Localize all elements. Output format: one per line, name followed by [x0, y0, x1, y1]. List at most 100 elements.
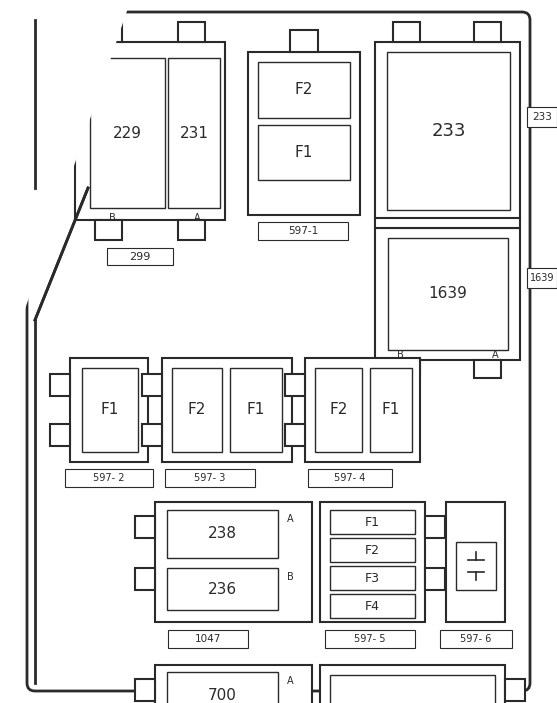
- Bar: [168, 58, 220, 208]
- Text: 597- 5: 597- 5: [354, 634, 386, 644]
- Text: A: A: [287, 514, 294, 524]
- Bar: [425, 516, 445, 538]
- Bar: [393, 22, 420, 42]
- Bar: [305, 358, 420, 462]
- Text: A: A: [287, 676, 294, 686]
- Text: 597-1: 597-1: [288, 226, 318, 236]
- Bar: [393, 360, 420, 378]
- FancyBboxPatch shape: [27, 12, 530, 691]
- Text: 597- 3: 597- 3: [194, 473, 226, 483]
- Bar: [330, 510, 415, 534]
- Bar: [70, 358, 148, 462]
- Text: 1047: 1047: [195, 634, 221, 644]
- Bar: [135, 568, 155, 590]
- Text: F3: F3: [365, 572, 380, 584]
- Bar: [290, 30, 318, 52]
- Text: 233: 233: [532, 112, 552, 122]
- Text: A: A: [194, 213, 201, 223]
- Bar: [50, 424, 70, 446]
- Bar: [95, 220, 122, 240]
- Bar: [425, 568, 445, 590]
- Bar: [285, 374, 305, 396]
- Bar: [315, 368, 362, 452]
- Text: 233: 233: [431, 122, 466, 140]
- Bar: [90, 58, 165, 208]
- Bar: [248, 52, 360, 215]
- Bar: [142, 374, 162, 396]
- Bar: [230, 368, 282, 452]
- Bar: [142, 424, 162, 446]
- Bar: [375, 228, 520, 360]
- Text: F2: F2: [188, 403, 206, 418]
- Polygon shape: [0, 0, 130, 380]
- Text: 597- 4: 597- 4: [334, 473, 366, 483]
- Bar: [155, 665, 312, 703]
- Bar: [330, 594, 415, 618]
- Bar: [258, 62, 350, 118]
- Text: 238: 238: [208, 527, 237, 541]
- Bar: [330, 675, 495, 703]
- Text: 1639: 1639: [428, 287, 467, 302]
- Bar: [168, 630, 248, 648]
- Bar: [375, 218, 520, 228]
- Text: B: B: [287, 572, 294, 582]
- Text: 299: 299: [129, 252, 151, 262]
- Bar: [162, 358, 292, 462]
- Bar: [50, 374, 70, 396]
- Text: F2: F2: [365, 543, 380, 557]
- Bar: [135, 679, 155, 701]
- Bar: [82, 368, 138, 452]
- Bar: [107, 248, 173, 265]
- Text: F1: F1: [101, 403, 119, 418]
- Text: F1: F1: [295, 145, 313, 160]
- Text: 597- 6: 597- 6: [460, 634, 492, 644]
- Bar: [387, 52, 510, 210]
- Bar: [155, 502, 312, 622]
- Bar: [167, 672, 278, 703]
- Text: A: A: [492, 350, 499, 360]
- Bar: [258, 222, 348, 240]
- Text: F4: F4: [365, 600, 380, 612]
- Bar: [474, 22, 501, 42]
- Bar: [320, 502, 425, 622]
- Text: 1639: 1639: [530, 273, 554, 283]
- Bar: [375, 42, 520, 220]
- Bar: [167, 568, 278, 610]
- Bar: [167, 510, 278, 558]
- Bar: [446, 502, 505, 622]
- Bar: [325, 630, 415, 648]
- Bar: [308, 469, 392, 487]
- Bar: [505, 679, 525, 701]
- Bar: [527, 107, 557, 127]
- Bar: [440, 630, 512, 648]
- Text: F1: F1: [365, 515, 380, 529]
- Bar: [285, 424, 305, 446]
- Text: B: B: [397, 350, 403, 360]
- Bar: [135, 516, 155, 538]
- Text: 229: 229: [113, 126, 142, 141]
- Bar: [527, 268, 557, 288]
- Text: 597- 2: 597- 2: [93, 473, 125, 483]
- Bar: [65, 469, 153, 487]
- Text: 236: 236: [208, 581, 237, 597]
- Bar: [370, 368, 412, 452]
- Bar: [330, 566, 415, 590]
- Bar: [178, 22, 205, 42]
- Bar: [320, 665, 505, 703]
- Bar: [172, 368, 222, 452]
- Bar: [95, 22, 122, 42]
- Text: F1: F1: [247, 403, 265, 418]
- Text: F1: F1: [382, 403, 400, 418]
- Bar: [75, 42, 225, 220]
- Text: 231: 231: [179, 126, 208, 141]
- Text: B: B: [109, 213, 115, 223]
- Bar: [178, 220, 205, 240]
- Text: 700: 700: [208, 688, 237, 703]
- Bar: [456, 542, 496, 590]
- Text: F2: F2: [295, 82, 313, 98]
- Text: F2: F2: [329, 403, 348, 418]
- Bar: [165, 469, 255, 487]
- Bar: [474, 360, 501, 378]
- Bar: [258, 125, 350, 180]
- Bar: [388, 238, 508, 350]
